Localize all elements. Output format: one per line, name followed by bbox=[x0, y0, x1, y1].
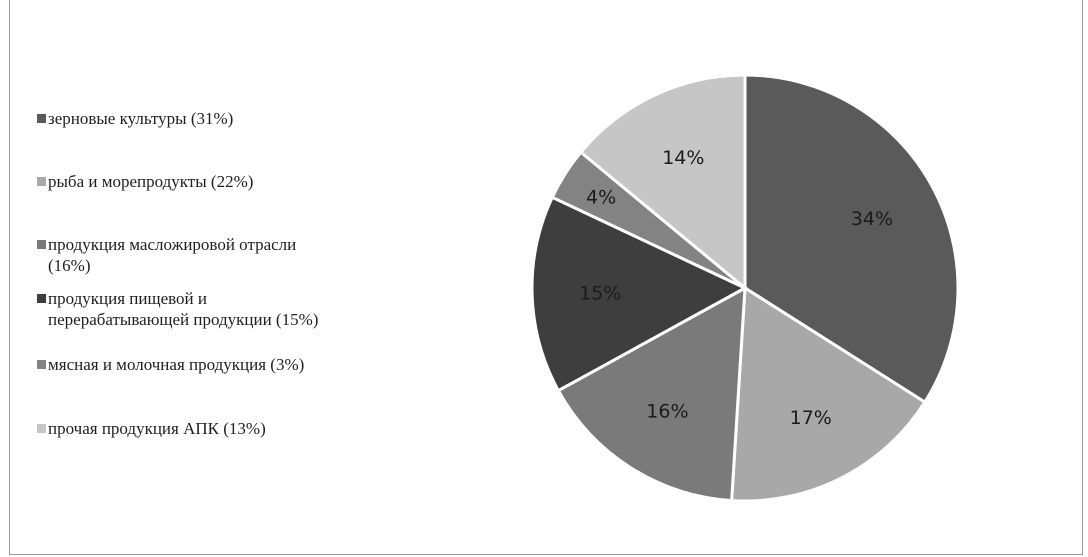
legend-label-food-processing: продукция пищевой и перерабатывающей про… bbox=[48, 289, 319, 329]
legend-item-meat-dairy: мясная и молочная продукция (3%) bbox=[37, 354, 417, 375]
legend-label-oil-fat: продукция масложировой отрасли (16%) bbox=[48, 235, 297, 275]
pie-chart: 34% 17% 16% 15% 4% 14% bbox=[530, 73, 960, 503]
legend-label-grain: зерновые культуры (31%) bbox=[48, 109, 234, 128]
legend-label-other-agro: прочая продукция АПК (13%) bbox=[48, 419, 266, 438]
pie-slice-label-2: 16% bbox=[646, 400, 688, 422]
pie-slice-labels: 34% 17% 16% 15% 4% 14% bbox=[579, 147, 893, 429]
legend-swatch-oil-fat bbox=[37, 240, 46, 249]
pie-slice-1 bbox=[730, 285, 927, 503]
pie-slice-2 bbox=[556, 285, 747, 503]
pie-slice-label-3: 15% bbox=[579, 283, 621, 305]
pie-slice-label-1: 17% bbox=[790, 407, 832, 429]
pie-slice-label-0: 34% bbox=[851, 208, 893, 230]
legend-label-fish: рыба и морепродукты (22%) bbox=[48, 172, 254, 191]
legend-item-fish: рыба и морепродукты (22%) bbox=[37, 171, 417, 192]
legend-item-food-processing: продукция пищевой и перерабатывающей про… bbox=[37, 288, 417, 330]
pie-slice-3 bbox=[530, 195, 749, 393]
legend-swatch-other-agro bbox=[37, 424, 46, 433]
legend-swatch-meat-dairy bbox=[37, 360, 46, 369]
pie-slice-label-4: 4% bbox=[586, 187, 616, 209]
legend-label-meat-dairy: мясная и молочная продукция (3%) bbox=[48, 355, 305, 374]
pie-slice-5 bbox=[578, 73, 747, 292]
legend-swatch-food-processing bbox=[37, 294, 46, 303]
chart-frame: зерновые культуры (31%) рыба и морепроду… bbox=[9, 0, 1083, 555]
legend-item-other-agro: прочая продукция АПК (13%) bbox=[37, 418, 417, 439]
legend-swatch-fish bbox=[37, 177, 46, 186]
pie-slices bbox=[530, 73, 960, 503]
legend-item-grain: зерновые культуры (31%) bbox=[37, 108, 417, 129]
legend-item-oil-fat: продукция масложировой отрасли (16%) bbox=[37, 234, 417, 276]
legend-swatch-grain bbox=[37, 114, 46, 123]
pie-slice-label-5: 14% bbox=[662, 147, 704, 169]
